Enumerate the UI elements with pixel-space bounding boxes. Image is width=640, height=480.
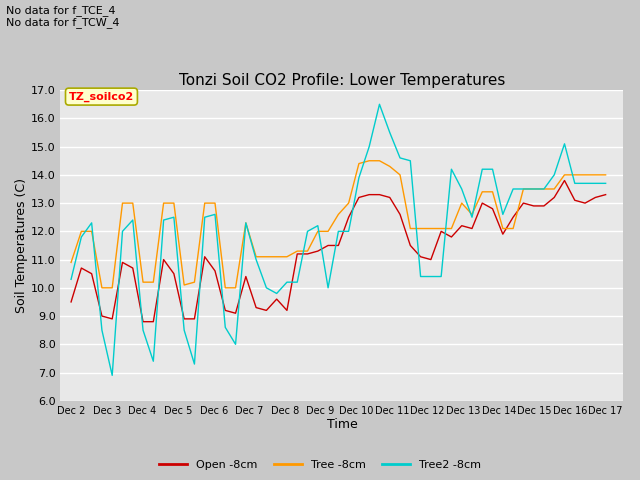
- Text: No data for f_TCE_4
No data for f_TCW_4: No data for f_TCE_4 No data for f_TCW_4: [6, 5, 120, 28]
- Legend: Open -8cm, Tree -8cm, Tree2 -8cm: Open -8cm, Tree -8cm, Tree2 -8cm: [155, 456, 485, 474]
- X-axis label: Time: Time: [326, 419, 357, 432]
- Text: TZ_soilco2: TZ_soilco2: [69, 92, 134, 102]
- Title: Tonzi Soil CO2 Profile: Lower Temperatures: Tonzi Soil CO2 Profile: Lower Temperatur…: [179, 72, 505, 87]
- Y-axis label: Soil Temperatures (C): Soil Temperatures (C): [15, 178, 28, 313]
